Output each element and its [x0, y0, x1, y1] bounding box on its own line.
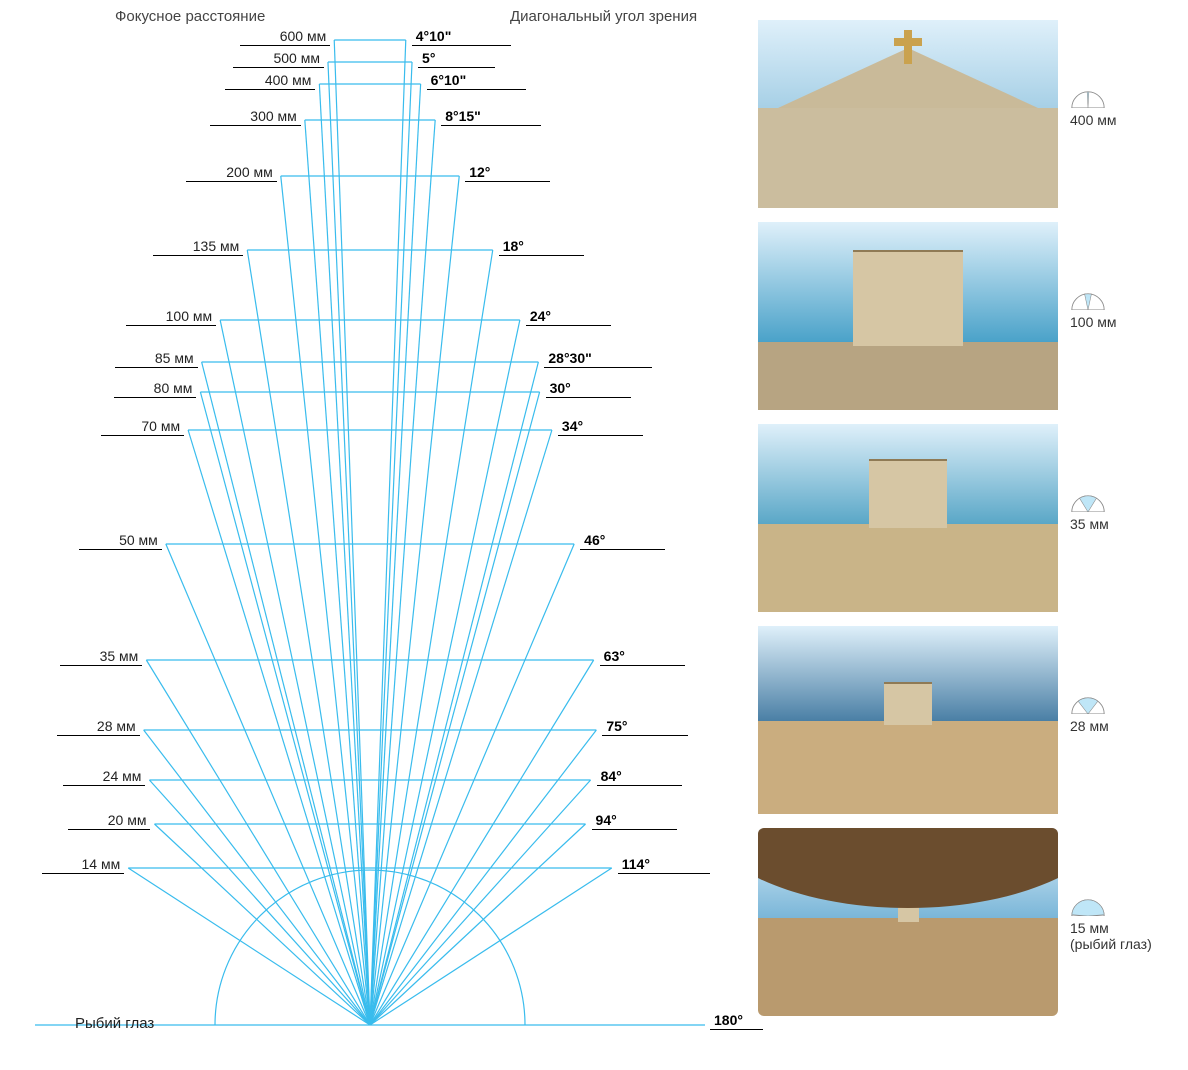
focal-text: 35 мм — [60, 648, 143, 666]
angle-text: 8°15" — [441, 108, 541, 126]
angle-text: 84° — [597, 768, 682, 786]
angle-text: 18° — [499, 238, 584, 256]
focal-label: 70 мм — [58, 418, 184, 436]
sample: 35 мм — [758, 424, 1188, 612]
focal-text: 80 мм — [114, 380, 197, 398]
angle-label: 46° — [580, 532, 665, 550]
focal-label: 600 мм — [204, 28, 330, 46]
sample: 28 мм — [758, 626, 1188, 814]
focal-label: 200 мм — [151, 164, 277, 182]
focal-text: 28 мм — [57, 718, 140, 736]
sample-caption: 400 мм — [1070, 90, 1180, 128]
angle-label: 63° — [600, 648, 685, 666]
sample-caption-text: 400 мм — [1070, 112, 1180, 128]
angle-wedge-icon — [1070, 292, 1106, 310]
angle-label: 18° — [499, 238, 584, 256]
focal-label: 85 мм — [72, 350, 198, 368]
angle-wedge-icon — [1070, 90, 1106, 108]
sample: 15 мм(рыбий глаз) — [758, 828, 1188, 1016]
angle-text: 94° — [592, 812, 677, 830]
focal-label: 14 мм — [5, 856, 124, 874]
focal-text: 500 мм — [233, 50, 324, 68]
angle-label: 8°15" — [441, 108, 541, 126]
sample-caption: 100 мм — [1070, 292, 1180, 330]
angle-wedge-icon — [1070, 696, 1106, 714]
focal-text: 85 мм — [115, 350, 198, 368]
sample-caption-text: 15 мм — [1070, 920, 1180, 936]
angle-wedge-icon — [1070, 898, 1106, 916]
angle-label: 4°10" — [412, 28, 512, 46]
angle-label: 75° — [602, 718, 687, 736]
angle-label: 24° — [526, 308, 611, 326]
angle-label: 12° — [465, 164, 550, 182]
angle-text: 5° — [418, 50, 495, 68]
focal-text: 600 мм — [240, 28, 331, 46]
angle-text: 24° — [526, 308, 611, 326]
focal-text: 14 мм — [42, 856, 125, 874]
focal-label: 400 мм — [189, 72, 315, 90]
sample-column: 400 мм 100 мм 35 мм 28 мм 15 мм(рыбий глаз) — [758, 20, 1188, 1030]
angle-label: 6°10" — [427, 72, 527, 90]
focal-label: 20 мм — [24, 812, 150, 830]
sample-thumb — [758, 626, 1058, 814]
focal-label: 135 мм — [117, 238, 243, 256]
sample-caption: 28 мм — [1070, 696, 1180, 734]
angle-label: 84° — [597, 768, 682, 786]
sample: 400 мм — [758, 20, 1188, 208]
angle-label: 94° — [592, 812, 677, 830]
focal-text: 70 мм — [101, 418, 184, 436]
angle-label: 34° — [558, 418, 643, 436]
focal-length-fan-diagram: Фокусное расстояние Диагональный угол зр… — [0, 0, 740, 1070]
focal-text: 20 мм — [68, 812, 151, 830]
focal-label: 500 мм — [198, 50, 324, 68]
focal-label: 24 мм — [19, 768, 145, 786]
focal-text: 50 мм — [79, 532, 162, 550]
angle-text: 75° — [602, 718, 687, 736]
angle-text: 63° — [600, 648, 685, 666]
angle-text: 28°30" — [544, 350, 651, 368]
sample-thumb — [758, 424, 1058, 612]
angle-text: 34° — [558, 418, 643, 436]
focal-label: 80 мм — [70, 380, 196, 398]
angle-label-fisheye: 180° — [710, 1012, 763, 1030]
angle-text: 114° — [618, 856, 710, 874]
angle-text: 30° — [546, 380, 631, 398]
focal-text: 300 мм — [210, 108, 301, 126]
sample: 100 мм — [758, 222, 1188, 410]
sample-thumb — [758, 20, 1058, 208]
sample-thumb — [758, 828, 1058, 1016]
focal-label: 50 мм — [36, 532, 162, 550]
focal-label: 35 мм — [16, 648, 142, 666]
focal-text: 24 мм — [63, 768, 146, 786]
angle-label: 114° — [618, 856, 710, 874]
angle-text: 4°10" — [412, 28, 512, 46]
sample-thumb — [758, 222, 1058, 410]
angle-wedge-icon — [1070, 494, 1106, 512]
sample-caption: 35 мм — [1070, 494, 1180, 532]
focal-label: 300 мм — [175, 108, 301, 126]
sample-caption-text: 28 мм — [1070, 718, 1180, 734]
angle-label: 5° — [418, 50, 495, 68]
fisheye-label: Рыбий глаз — [75, 1015, 154, 1032]
sample-caption-text: 35 мм — [1070, 516, 1180, 532]
angle-text: 12° — [465, 164, 550, 182]
focal-text: 100 мм — [126, 308, 217, 326]
sample-caption-extra: (рыбий глаз) — [1070, 936, 1180, 952]
focal-text: 400 мм — [225, 72, 316, 90]
sample-caption: 15 мм(рыбий глаз) — [1070, 898, 1180, 952]
angle-text: 6°10" — [427, 72, 527, 90]
focal-text: 200 мм — [186, 164, 277, 182]
angle-label: 28°30" — [544, 350, 651, 368]
focal-text: 135 мм — [153, 238, 244, 256]
angle-label: 30° — [546, 380, 631, 398]
sample-caption-text: 100 мм — [1070, 314, 1180, 330]
focal-label: 28 мм — [14, 718, 140, 736]
angle-text: 180° — [710, 1012, 763, 1030]
angle-text: 46° — [580, 532, 665, 550]
focal-label: 100 мм — [90, 308, 216, 326]
